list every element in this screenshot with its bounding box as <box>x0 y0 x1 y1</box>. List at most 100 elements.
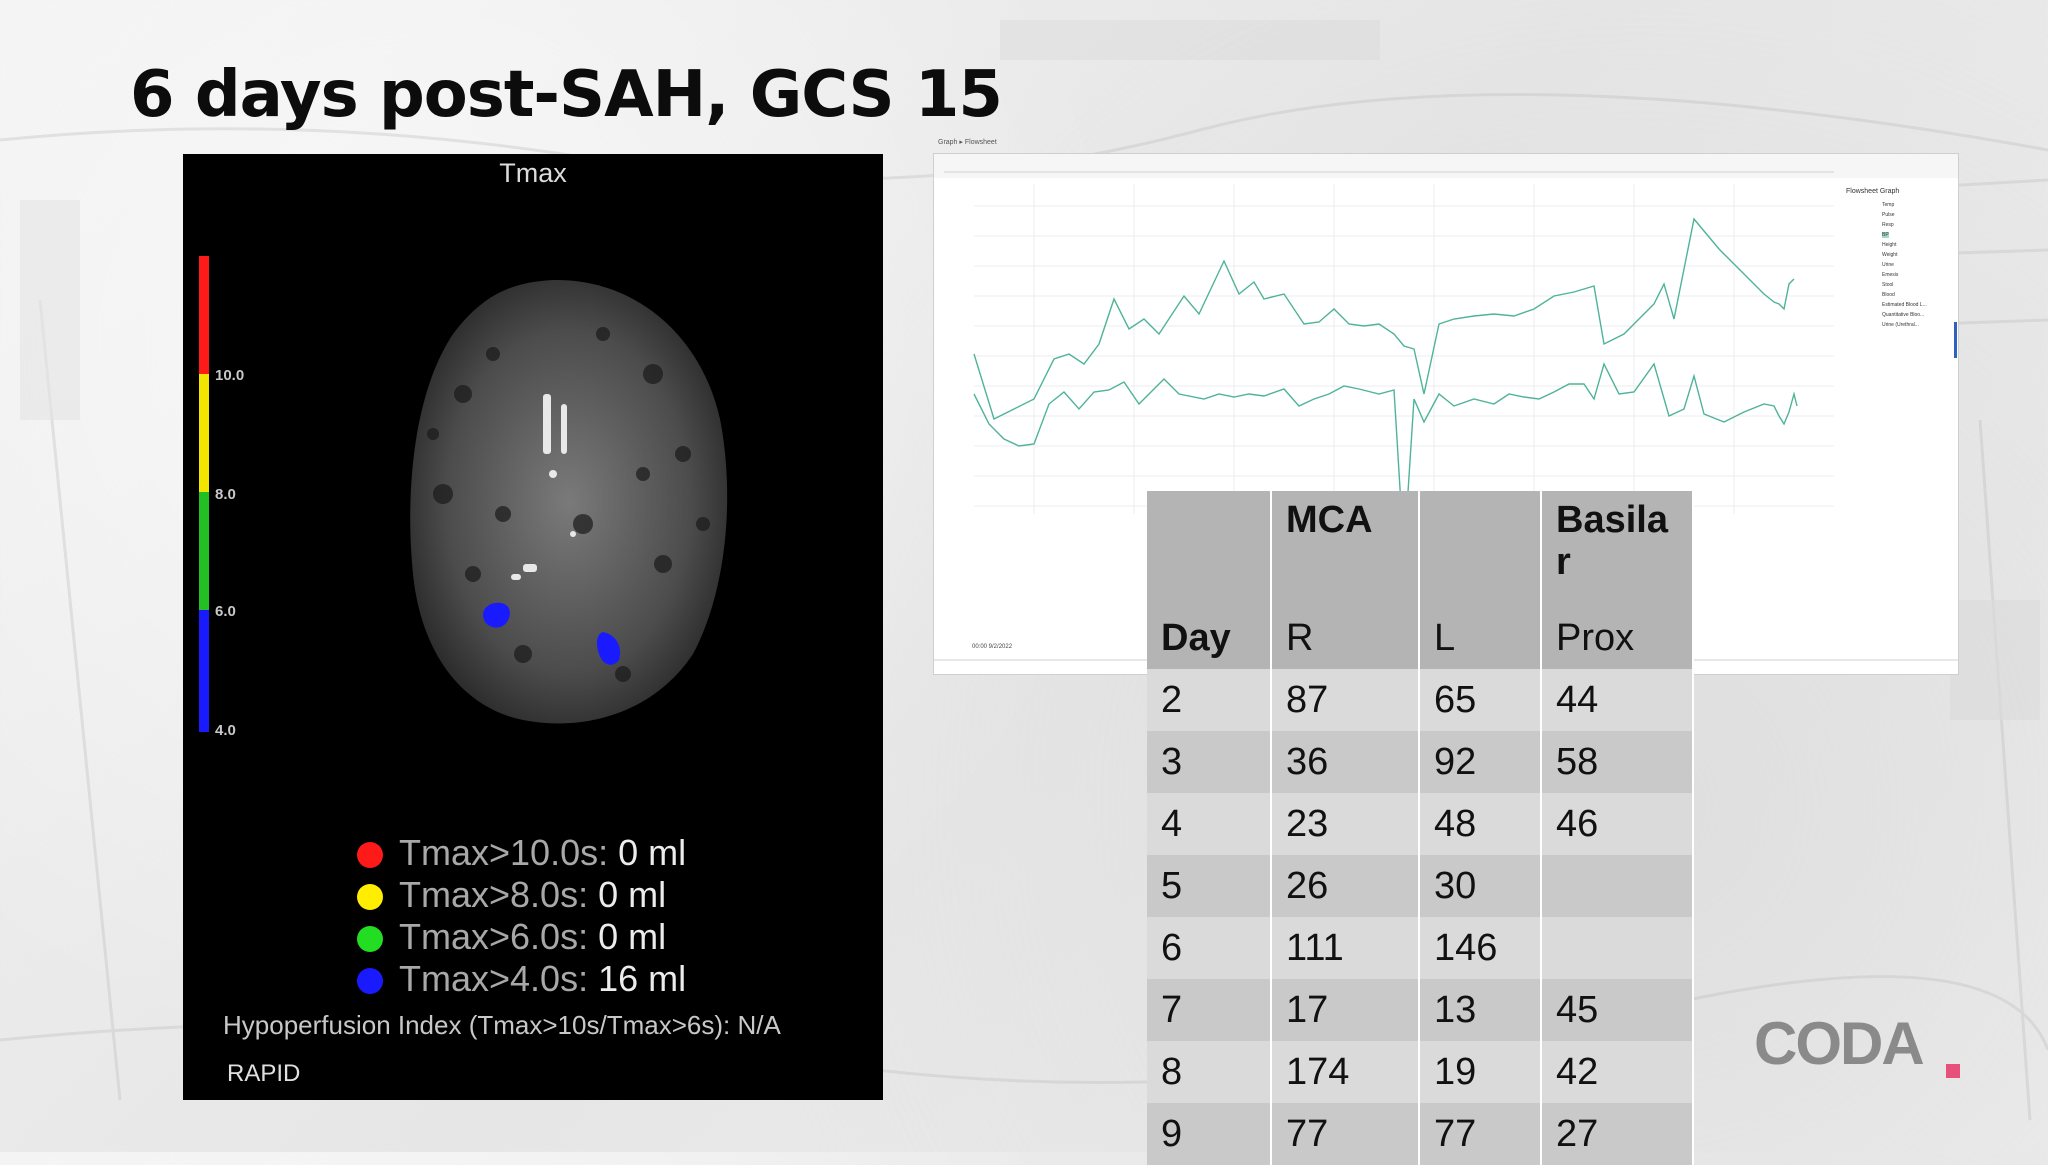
table-row: 7 17 13 45 <box>1147 979 1694 1041</box>
flowsheet-item[interactable]: Urine <box>1882 262 1894 268</box>
table-subheader-cell: Day <box>1147 607 1272 669</box>
tmax-lesion-left <box>483 602 510 628</box>
legend-label: Tmax>10.0s: <box>399 832 609 873</box>
legend-value: 0 ml <box>618 832 687 873</box>
flowsheet-item[interactable]: Emesis <box>1882 272 1899 278</box>
table-row: 2 87 65 44 <box>1147 669 1694 731</box>
table-row: 3 36 92 58 <box>1147 731 1694 793</box>
table-header-cell <box>1419 491 1542 607</box>
table-cell: 92 <box>1419 731 1542 793</box>
table-subheader-cell: Prox <box>1541 607 1694 669</box>
table-cell: 111 <box>1271 917 1420 979</box>
tcd-velocity-table: MCA Basila r Day R L Prox 2 87 65 44 3 36 92 58… <box>1147 491 1694 1165</box>
table-cell: 174 <box>1271 1041 1420 1103</box>
vendor-label: RAPID <box>227 1060 301 1087</box>
basilar-header-text: Basila r <box>1556 499 1668 583</box>
flowsheet-tabs: Graph ▸ Flowsheet <box>938 139 997 146</box>
table-cell: 27 <box>1541 1103 1694 1165</box>
table-cell: 9 <box>1147 1103 1272 1165</box>
logo-accent-square <box>1946 1064 1960 1078</box>
table-cell: 48 <box>1419 793 1542 855</box>
flowsheet-item[interactable]: Temp <box>1882 202 1895 208</box>
table-row: 9 77 77 27 <box>1147 1103 1694 1165</box>
table-cell: 46 <box>1541 793 1694 855</box>
table-cell: 45 <box>1541 979 1694 1041</box>
flowsheet-item[interactable]: Height <box>1882 242 1897 248</box>
scale-tick-label: 6.0 <box>215 603 236 620</box>
tmax-color-scale <box>199 256 209 732</box>
flowsheet-item[interactable]: Pulse <box>1882 212 1895 218</box>
table-cell: 42 <box>1541 1041 1694 1103</box>
scale-yellow-segment <box>199 374 209 492</box>
table-cell: 4 <box>1147 793 1272 855</box>
table-header-cell: MCA <box>1271 491 1420 607</box>
table-cell: 6 <box>1147 917 1272 979</box>
table-cell: 44 <box>1541 669 1694 731</box>
legend-value: 0 ml <box>598 916 667 957</box>
table-cell: 23 <box>1271 793 1420 855</box>
table-cell: 146 <box>1419 917 1542 979</box>
tmax-lesion-right <box>596 632 621 665</box>
flowsheet-footer-date: 00:00 9/2/2022 <box>972 644 1013 650</box>
table-cell: 65 <box>1419 669 1542 731</box>
table-row: 5 26 30 <box>1147 855 1694 917</box>
table-cell: 17 <box>1271 979 1420 1041</box>
legend-value: 16 ml <box>598 958 687 999</box>
scale-green-segment <box>199 492 209 610</box>
table-cell: 77 <box>1271 1103 1420 1165</box>
flowsheet-item[interactable]: Quantitative Bloo... <box>1882 312 1925 318</box>
green-dot-icon <box>357 926 383 952</box>
table-header-row: MCA Basila r <box>1147 491 1694 607</box>
flowsheet-item[interactable]: Blood <box>1882 292 1895 298</box>
graph-gridlines <box>974 184 1834 514</box>
table-cell: 36 <box>1271 731 1420 793</box>
table-cell <box>1541 917 1694 979</box>
table-cell: 7 <box>1147 979 1272 1041</box>
table-row: 8 174 19 42 <box>1147 1041 1694 1103</box>
red-dot-icon <box>357 842 383 868</box>
table-cell: 77 <box>1419 1103 1542 1165</box>
table-header-cell: Basila r <box>1541 491 1694 607</box>
right-handle-marker <box>1954 322 1957 358</box>
table-cell: 13 <box>1419 979 1542 1041</box>
table-subheader-row: Day R L Prox <box>1147 607 1694 669</box>
flowsheet-panel-title: Flowsheet Graph <box>1846 188 1900 195</box>
scale-blue-segment <box>199 610 209 732</box>
scale-tick-label: 10.0 <box>215 367 245 384</box>
blue-dot-icon <box>357 968 383 994</box>
flowsheet-item[interactable]: Estimated Blood L... <box>1882 302 1927 308</box>
legend-label: Tmax>6.0s: <box>399 916 589 957</box>
legend-label: Tmax>4.0s: <box>399 958 589 999</box>
flowsheet-item[interactable]: Stool <box>1882 282 1894 288</box>
slide-title: 6 days post-SAH, GCS 15 <box>130 58 1003 132</box>
table-subheader-cell: L <box>1419 607 1542 669</box>
table-cell <box>1541 855 1694 917</box>
table-header-cell <box>1147 491 1272 607</box>
tmax-title: Tmax <box>499 158 567 188</box>
table-cell: 2 <box>1147 669 1272 731</box>
scale-tick-label: 8.0 <box>215 486 236 503</box>
coda-logo: CODA <box>1754 1010 1960 1078</box>
table-row: 6 111 146 <box>1147 917 1694 979</box>
yellow-dot-icon <box>357 884 383 910</box>
flowsheet-item[interactable]: Weight <box>1882 252 1898 258</box>
systolic-bp-series <box>973 217 1795 420</box>
table-cell: 19 <box>1419 1041 1542 1103</box>
scale-tick-label: 4.0 <box>215 722 236 739</box>
brain-perfusion-image <box>410 279 728 724</box>
legend-label: Tmax>8.0s: <box>399 874 589 915</box>
scale-red-segment <box>199 256 209 374</box>
table-cell: 87 <box>1271 669 1420 731</box>
table-row: 4 23 48 46 <box>1147 793 1694 855</box>
tmax-perfusion-panel: Tmax 10.0 8.0 6.0 4.0 <box>183 154 883 1100</box>
table-cell: 26 <box>1271 855 1420 917</box>
table-cell: 30 <box>1419 855 1542 917</box>
table-subheader-cell: R <box>1271 607 1420 669</box>
flowsheet-item-selected[interactable]: BP <box>1882 232 1889 238</box>
flowsheet-item[interactable]: Urine (Urethral... <box>1882 322 1919 328</box>
diastolic-bp-series <box>973 362 1798 555</box>
table-cell: 58 <box>1541 731 1694 793</box>
logo-text: CODA <box>1754 1010 1923 1077</box>
flowsheet-item[interactable]: Resp <box>1882 222 1894 228</box>
legend-value: 0 ml <box>598 874 667 915</box>
